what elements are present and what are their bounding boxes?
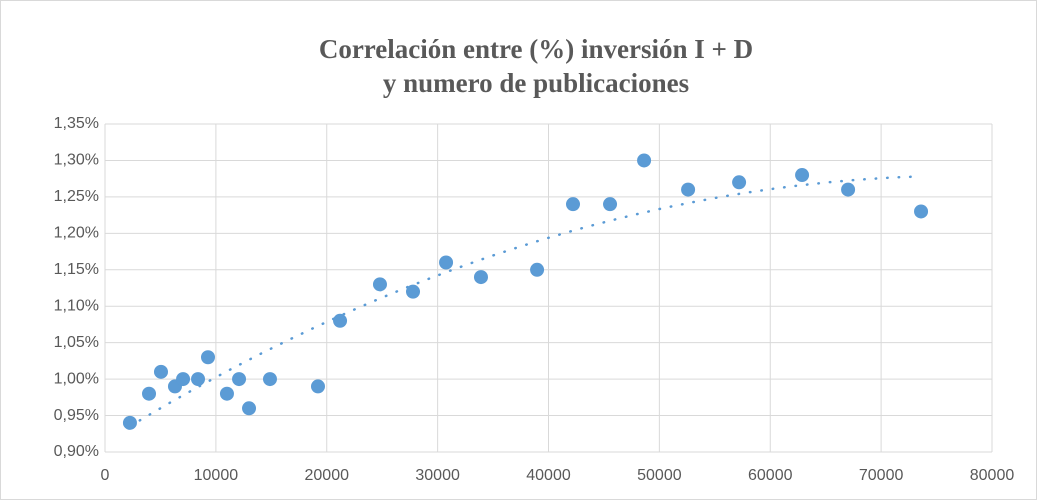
- x-tick-label: 30000: [415, 467, 460, 484]
- point: [372, 277, 387, 292]
- x-tick-label: 60000: [748, 467, 793, 484]
- point: [232, 372, 247, 387]
- y-tick-label: 1,35%: [54, 115, 99, 132]
- y-tick-label: 1,05%: [54, 334, 99, 351]
- point: [176, 372, 191, 387]
- x-tick-label: 80000: [970, 467, 1015, 484]
- point: [262, 372, 277, 387]
- y-tick-label: 1,25%: [54, 188, 99, 205]
- point: [333, 313, 348, 328]
- point: [122, 415, 137, 430]
- x-tick-label: 0: [101, 467, 110, 484]
- point: [219, 386, 234, 401]
- y-tick-label: 1,30%: [54, 152, 99, 169]
- point: [566, 197, 581, 212]
- point: [142, 386, 157, 401]
- x-tick-label: 20000: [305, 467, 350, 484]
- point: [841, 182, 856, 197]
- point: [310, 379, 325, 394]
- point: [732, 175, 747, 190]
- y-tick-label: 1,20%: [54, 225, 99, 242]
- point: [681, 182, 696, 197]
- point: [530, 262, 545, 277]
- x-tick-label: 40000: [526, 467, 571, 484]
- point: [914, 204, 929, 219]
- point: [603, 197, 618, 212]
- point: [153, 364, 168, 379]
- point: [795, 168, 810, 183]
- x-tick-label: 10000: [194, 467, 239, 484]
- y-tick-label: 0,95%: [54, 407, 99, 424]
- point: [473, 270, 488, 285]
- y-tick-label: 1,10%: [54, 297, 99, 314]
- y-tick-label: 1,15%: [54, 261, 99, 278]
- point: [242, 401, 257, 416]
- point: [439, 255, 454, 270]
- y-tick-label: 0,90%: [54, 443, 99, 460]
- y-tick-label: 1,00%: [54, 370, 99, 387]
- x-tick-label: 70000: [859, 467, 904, 484]
- point: [191, 372, 206, 387]
- trendline: [128, 175, 923, 428]
- x-tick-label: 50000: [637, 467, 682, 484]
- point: [406, 284, 421, 299]
- point: [201, 350, 216, 365]
- point: [637, 153, 652, 168]
